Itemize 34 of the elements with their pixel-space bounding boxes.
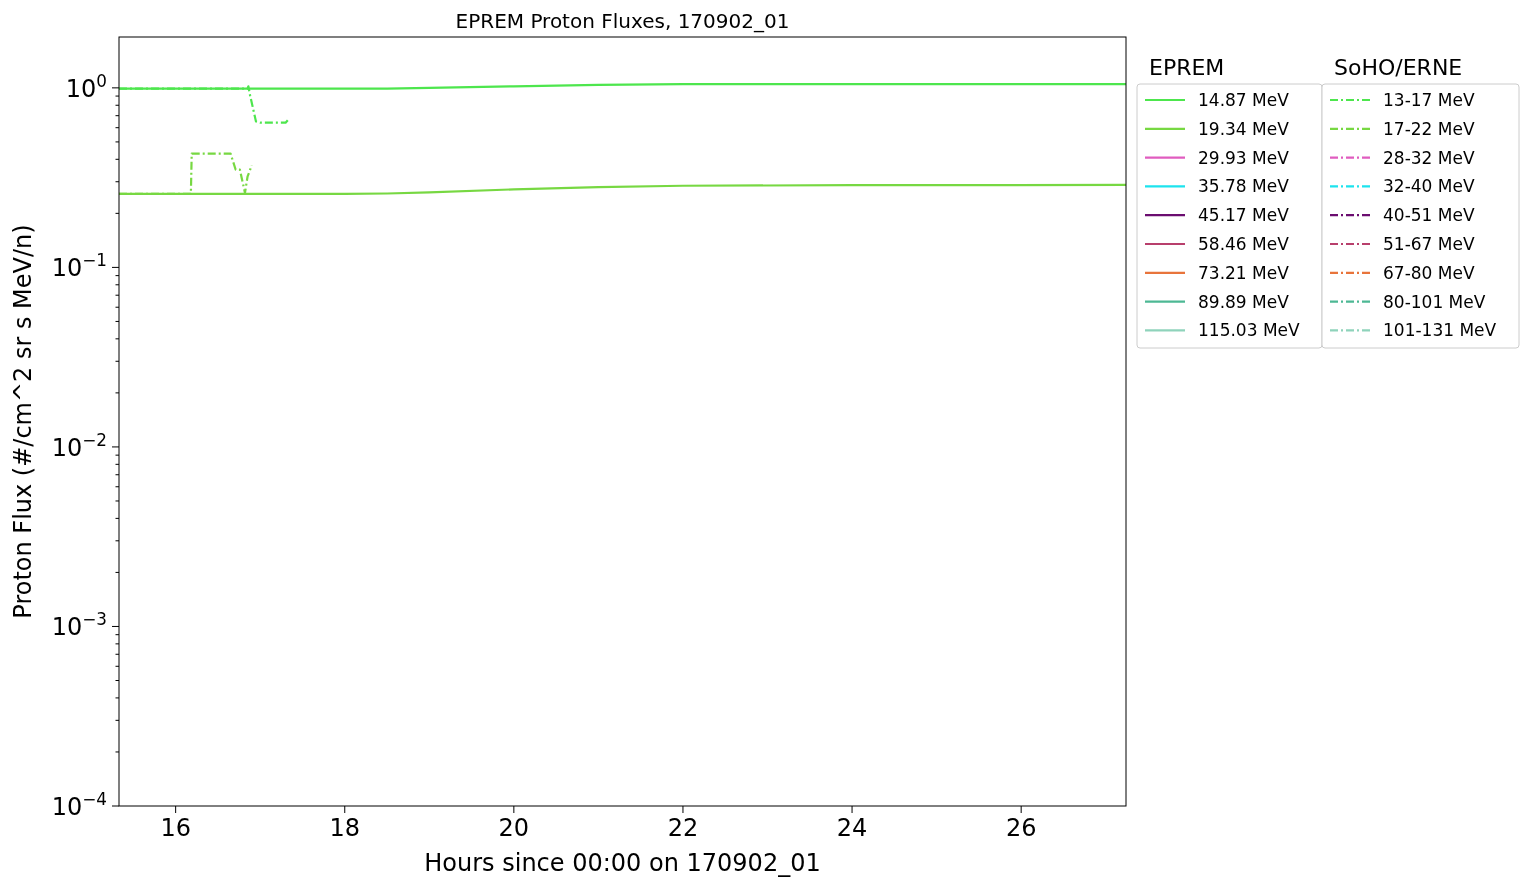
text: SoHO/ERNE xyxy=(1334,55,1463,80)
legend-label: 29.93 MeV xyxy=(1198,147,1290,168)
legend-label: 58.46 MeV xyxy=(1198,234,1290,254)
x-axis-title: Hours since 00:00 on 170902_01 xyxy=(424,849,821,877)
x-tick-label: 26 xyxy=(1005,814,1037,842)
y-tick-label: 10$^{−3}$ xyxy=(51,609,107,642)
legend-label: 14.87 MeV xyxy=(1198,90,1290,110)
y-tick-label: 10$^{−2}$ xyxy=(51,429,107,462)
chart-title: EPREM Proton Fluxes, 170902_01 xyxy=(455,9,790,33)
legend-label: 115.03 MeV xyxy=(1198,320,1301,341)
legend-label: 101-131 MeV xyxy=(1383,320,1497,341)
legend-label: 19.34 MeV xyxy=(1198,118,1290,139)
x-tick-label: 22 xyxy=(667,814,699,842)
y-axis-title: Proton Flux (#/cm^2 sr s MeV/n) xyxy=(9,224,37,619)
legend-label: 89.89 MeV xyxy=(1198,291,1290,312)
legend-label: 13-17 MeV xyxy=(1383,90,1475,110)
x-tick-label: 18 xyxy=(329,814,361,842)
legend-label: 51-67 MeV xyxy=(1383,234,1475,254)
legend-label: 80-101 MeV xyxy=(1383,291,1486,312)
legend-label: 28-32 MeV xyxy=(1383,147,1475,168)
x-tick-label: 20 xyxy=(498,814,530,842)
y-tick-label: 10$^{−1}$ xyxy=(51,250,107,283)
legend-label: 35.78 MeV xyxy=(1198,176,1290,197)
legend-label: 73.21 MeV xyxy=(1198,262,1290,283)
y-tick-label: 10$^{−4}$ xyxy=(51,789,107,821)
legend-label: 45.17 MeV xyxy=(1198,205,1290,226)
legend-label: 32-40 MeV xyxy=(1383,176,1475,197)
x-tick-label: 24 xyxy=(836,814,868,842)
legend-label: 40-51 MeV xyxy=(1383,205,1475,226)
text: EPREM xyxy=(1149,55,1225,80)
y-tick-label: 10$^{0}$ xyxy=(65,70,107,103)
legend-label: 17-22 MeV xyxy=(1383,118,1475,139)
legend-label: 67-80 MeV xyxy=(1383,262,1475,283)
x-tick-label: 16 xyxy=(160,814,191,842)
